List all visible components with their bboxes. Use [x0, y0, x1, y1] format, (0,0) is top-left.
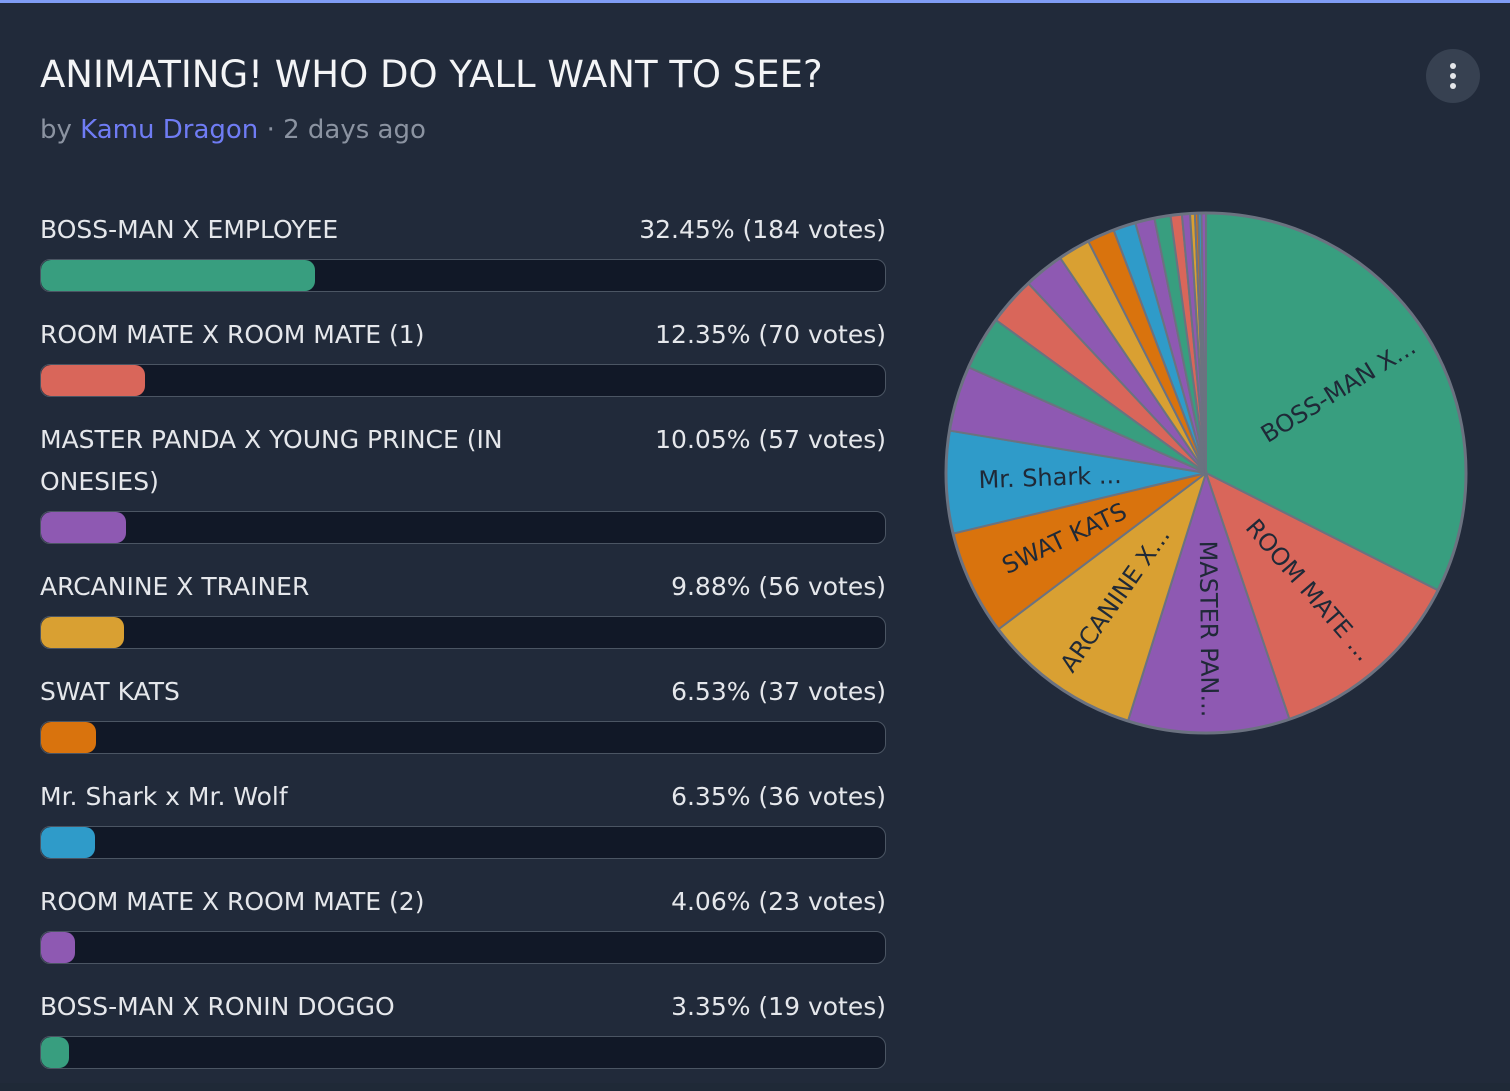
poll-title: ANIMATING! WHO DO YALL WANT TO SEE? — [40, 53, 823, 96]
option-row: BOSS-MAN X RONIN DOGGO 3.35% (19 votes) — [40, 986, 886, 1069]
menu-button[interactable] — [1426, 49, 1480, 103]
bar-fill — [41, 365, 146, 396]
option-result: 10.05% (57 votes) — [655, 425, 886, 454]
option-head: ROOM MATE X ROOM MATE (2) 4.06% (23 votes… — [40, 881, 886, 923]
option-row: MASTER PANDA X YOUNG PRINCE (IN ONESIES)… — [40, 419, 886, 544]
bar-fill — [41, 932, 76, 963]
bar-track — [40, 511, 886, 544]
option-head: Mr. Shark x Mr. Wolf 6.35% (36 votes) — [40, 776, 886, 818]
bar-track — [40, 616, 886, 649]
bar-fill — [41, 1037, 70, 1068]
option-label: MASTER PANDA X YOUNG PRINCE (IN ONESIES) — [40, 425, 503, 496]
option-label: SWAT KATS — [40, 677, 180, 706]
option-head: BOSS-MAN X EMPLOYEE 32.45% (184 votes) — [40, 209, 886, 251]
bar-track — [40, 721, 886, 754]
option-label: ROOM MATE X ROOM MATE (2) — [40, 887, 425, 916]
pie-chart: BOSS-MAN X...ROOM MATE ...MASTER PAN...A… — [944, 211, 1468, 735]
option-label: ARCANINE X TRAINER — [40, 572, 310, 601]
option-row: ARCANINE X TRAINER 9.88% (56 votes) — [40, 566, 886, 649]
option-row: BOSS-MAN X EMPLOYEE 32.45% (184 votes) — [40, 209, 886, 292]
option-result: 12.35% (70 votes) — [655, 320, 886, 349]
bar-track — [40, 931, 886, 964]
option-head: ARCANINE X TRAINER 9.88% (56 votes) — [40, 566, 886, 608]
slice-label: MASTER PAN... — [1194, 540, 1224, 717]
option-result: 4.06% (23 votes) — [671, 887, 886, 916]
option-row: SWAT KATS 6.53% (37 votes) — [40, 671, 886, 754]
option-row: Mr. Shark x Mr. Wolf 6.35% (36 votes) — [40, 776, 886, 859]
bar-track — [40, 826, 886, 859]
option-result: 32.45% (184 votes) — [639, 215, 886, 244]
option-result: 3.35% (19 votes) — [671, 992, 886, 1021]
bar-fill — [41, 512, 126, 543]
option-row: ROOM MATE X ROOM MATE (2) 4.06% (23 votes… — [40, 881, 886, 964]
bar-track — [40, 259, 886, 292]
bar-fill — [41, 260, 315, 291]
option-result: 6.35% (36 votes) — [671, 782, 886, 811]
option-label: Mr. Shark x Mr. Wolf — [40, 782, 288, 811]
option-head: MASTER PANDA X YOUNG PRINCE (IN ONESIES)… — [40, 419, 886, 503]
bar-fill — [41, 827, 95, 858]
by: by — [40, 115, 72, 145]
bar-track — [40, 1036, 886, 1069]
bar-fill — [41, 722, 97, 753]
time: · 2 days ago — [266, 115, 426, 145]
slice-label: Mr. Shark ... — [978, 461, 1122, 494]
option-label: BOSS-MAN X EMPLOYEE — [40, 215, 339, 244]
option-head: ROOM MATE X ROOM MATE (1) 12.35% (70 vote… — [40, 314, 886, 356]
option-list: BOSS-MAN X EMPLOYEE 32.45% (184 votes) ROO… — [40, 209, 886, 1091]
bar-track — [40, 364, 886, 397]
option-label: ROOM MATE X ROOM MATE (1) — [40, 320, 425, 349]
option-head: SWAT KATS 6.53% (37 votes) — [40, 671, 886, 713]
pie-outline — [944, 211, 1468, 735]
author-link[interactable]: Kamu Dragon — [80, 115, 259, 145]
option-result: 6.53% (37 votes) — [671, 677, 886, 706]
byline: by Kamu Dragon · 2 days ago — [40, 115, 426, 145]
option-row: ROOM MATE X ROOM MATE (1) 12.35% (70 vote… — [40, 314, 886, 397]
option-label: BOSS-MAN X RONIN DOGGO — [40, 992, 395, 1021]
bar-fill — [41, 617, 125, 648]
option-result: 9.88% (56 votes) — [671, 572, 886, 601]
option-head: BOSS-MAN X RONIN DOGGO 3.35% (19 votes) — [40, 986, 886, 1028]
